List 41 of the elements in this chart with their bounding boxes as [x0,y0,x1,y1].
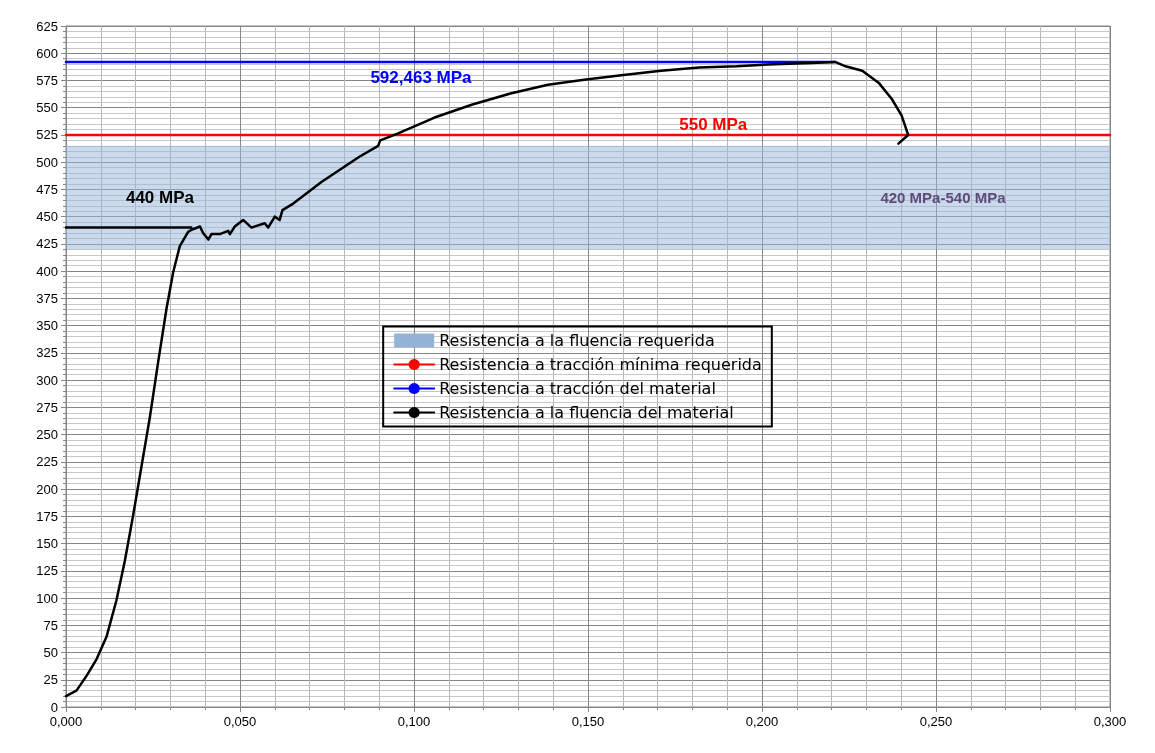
x-tick-label: 0,100 [397,714,431,729]
y-tick-label: 125 [36,563,58,579]
y-tick-label: 350 [36,318,58,334]
x-tick-label: 0,300 [1093,714,1127,729]
x-tick-label: 0,200 [745,714,779,729]
y-tick-label: 400 [36,263,58,279]
y-tick-label: 175 [36,508,58,524]
y-tick-label: 550 [36,100,58,116]
y-tick-label: 200 [36,481,58,497]
y-tick-label: 375 [36,290,58,306]
x-tick-label: 0,250 [919,714,953,729]
y-tick-label: 275 [36,399,58,415]
y-tick-label: 425 [36,236,58,252]
y-tick-label: 600 [36,45,58,61]
y-tick-label: 25 [43,672,58,688]
legend-label: Resistencia a la fluencia del material [439,403,734,422]
y-tick-label: 500 [36,154,58,170]
x-tick-label: 0,150 [571,714,605,729]
y-tick-label: 50 [43,645,58,661]
y-tick-label: 450 [36,209,58,225]
y-tick-label: 575 [36,72,58,88]
y-tick-label: 100 [36,590,58,606]
y-tick-label: 525 [36,127,58,143]
legend-label: Resistencia a la fluencia requerida [439,331,715,350]
x-tick-label: 0,050 [223,714,257,729]
y-tick-label: 150 [36,536,58,552]
y-tick-label: 0 [50,699,58,715]
y-tick-label: 75 [43,617,58,633]
annotation: 420 MPa-540 MPa [880,189,1007,207]
annotation: 440 MPa [125,188,195,208]
annotation: 550 MPa [679,115,748,135]
y-tick-label: 225 [36,454,58,470]
legend-label: Resistencia a tracción del material [439,379,716,398]
annotation: 592,463 MPa [370,68,473,88]
y-tick-label: 250 [36,427,58,443]
y-tick-label: 475 [36,181,58,197]
x-tick-label: 0,000 [49,714,83,729]
legend-label: Resistencia a tracción mínima requerida [439,355,762,374]
y-tick-label: 300 [36,372,58,388]
y-tick-label: 325 [36,345,58,361]
y-tick-label: 625 [36,18,58,34]
